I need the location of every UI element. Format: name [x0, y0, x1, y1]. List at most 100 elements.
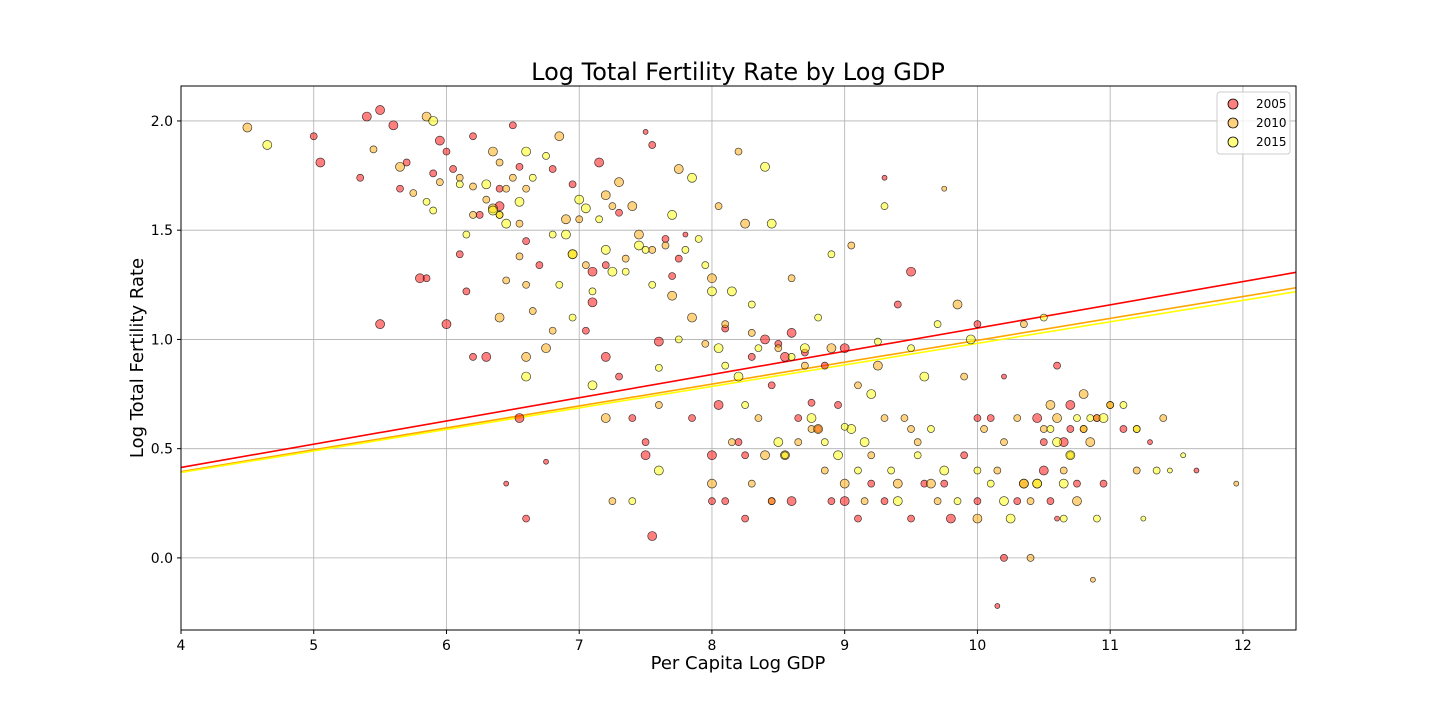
data-point-2015 [907, 344, 915, 353]
data-point-2005 [807, 398, 816, 407]
data-point-2005 [469, 353, 477, 361]
data-point-2010 [575, 215, 584, 224]
data-point-2015 [514, 196, 525, 207]
data-point-2010 [747, 329, 756, 337]
data-point-2010 [714, 202, 723, 211]
data-point-2010 [754, 414, 763, 422]
data-point-2010 [634, 229, 644, 240]
data-point-2015 [428, 116, 439, 126]
data-point-2010 [993, 466, 1002, 475]
data-point-2010 [409, 189, 418, 197]
data-point-2010 [900, 414, 909, 422]
data-point-2015 [1058, 478, 1069, 489]
data-point-2010 [707, 273, 717, 284]
data-point-2010 [740, 218, 750, 229]
data-point-2015 [707, 286, 717, 297]
data-point-2010 [1072, 496, 1082, 506]
data-point-2005 [973, 414, 982, 422]
data-point-2010 [561, 214, 571, 225]
data-point-2005 [508, 121, 517, 130]
data-point-2010 [880, 414, 889, 422]
data-point-2015 [561, 229, 571, 240]
data-point-2005 [375, 105, 385, 115]
data-point-2015 [800, 343, 810, 354]
data-point-2005 [747, 353, 756, 361]
data-point-2010 [369, 145, 378, 154]
data-point-2015 [1140, 515, 1147, 522]
legend-marker-2015 [1227, 136, 1239, 148]
data-point-2015 [721, 361, 730, 370]
data-point-2015 [1119, 401, 1128, 409]
data-point-2010 [847, 241, 856, 250]
data-point-2010 [522, 184, 530, 193]
data-point-2010 [980, 425, 988, 433]
data-point-2015 [1052, 437, 1062, 447]
data-point-2010 [1159, 414, 1168, 422]
legend-label-2010: 2010 [1256, 116, 1287, 130]
x-tick-label: 6 [442, 638, 451, 654]
legend-label-2005: 2005 [1256, 97, 1287, 111]
data-point-2005 [1119, 425, 1128, 433]
data-point-2005 [548, 165, 557, 173]
data-point-2005 [475, 211, 484, 219]
data-point-2010 [1078, 389, 1089, 399]
data-point-2010 [767, 497, 776, 505]
data-point-2010 [1045, 400, 1056, 410]
data-point-2010 [515, 252, 524, 261]
data-point-2015 [1073, 414, 1081, 422]
data-point-2005 [309, 132, 318, 141]
data-point-2015 [892, 496, 903, 506]
data-point-2005 [1001, 373, 1007, 380]
data-point-2005 [741, 514, 749, 523]
data-point-2005 [986, 414, 995, 422]
data-point-2005 [469, 132, 477, 141]
series-2005 [309, 105, 1200, 609]
data-point-2010 [528, 307, 537, 315]
y-axis-label: Log Total Fertility Rate [127, 258, 148, 458]
data-point-2010 [541, 343, 551, 354]
data-point-2010 [687, 312, 697, 323]
data-point-2015 [919, 371, 930, 382]
data-point-2005 [1066, 425, 1075, 433]
data-point-2010 [933, 497, 942, 505]
y-tick-label: 2.0 [151, 114, 173, 130]
data-point-2005 [601, 261, 610, 269]
data-point-2010 [1085, 437, 1096, 447]
data-point-2005 [396, 184, 404, 193]
data-point-2015 [760, 161, 770, 172]
data-point-2010 [913, 438, 922, 446]
data-point-2015 [694, 235, 703, 243]
data-point-2005 [514, 413, 525, 423]
data-point-2010 [488, 146, 498, 157]
data-point-2005 [515, 162, 524, 171]
data-point-2015 [687, 172, 697, 183]
data-point-2005 [429, 169, 438, 178]
data-point-2005 [960, 451, 969, 460]
data-point-2005 [682, 231, 689, 238]
data-point-2005 [462, 287, 471, 296]
data-point-2005 [582, 326, 590, 335]
data-point-2005 [615, 208, 623, 217]
data-point-2015 [667, 210, 677, 220]
data-point-2005 [356, 173, 365, 182]
data-point-2010 [813, 424, 823, 434]
data-point-2010 [1013, 414, 1022, 422]
data-point-2015 [840, 422, 849, 431]
data-point-2015 [567, 249, 578, 260]
data-point-2015 [600, 245, 611, 255]
data-point-2005 [441, 319, 452, 329]
data-point-2015 [733, 371, 744, 382]
data-point-2010 [673, 164, 684, 174]
x-tick-label: 10 [969, 638, 987, 654]
data-point-2010 [435, 178, 444, 186]
data-point-2015 [741, 401, 749, 409]
data-point-2015 [429, 206, 438, 215]
data-point-2010 [655, 401, 663, 409]
data-point-2015 [887, 466, 895, 475]
data-point-2005 [741, 451, 749, 460]
data-point-2015 [1093, 514, 1101, 523]
y-tick-label: 0.5 [151, 442, 173, 458]
data-point-2015 [874, 337, 882, 346]
data-point-2010 [608, 202, 617, 211]
